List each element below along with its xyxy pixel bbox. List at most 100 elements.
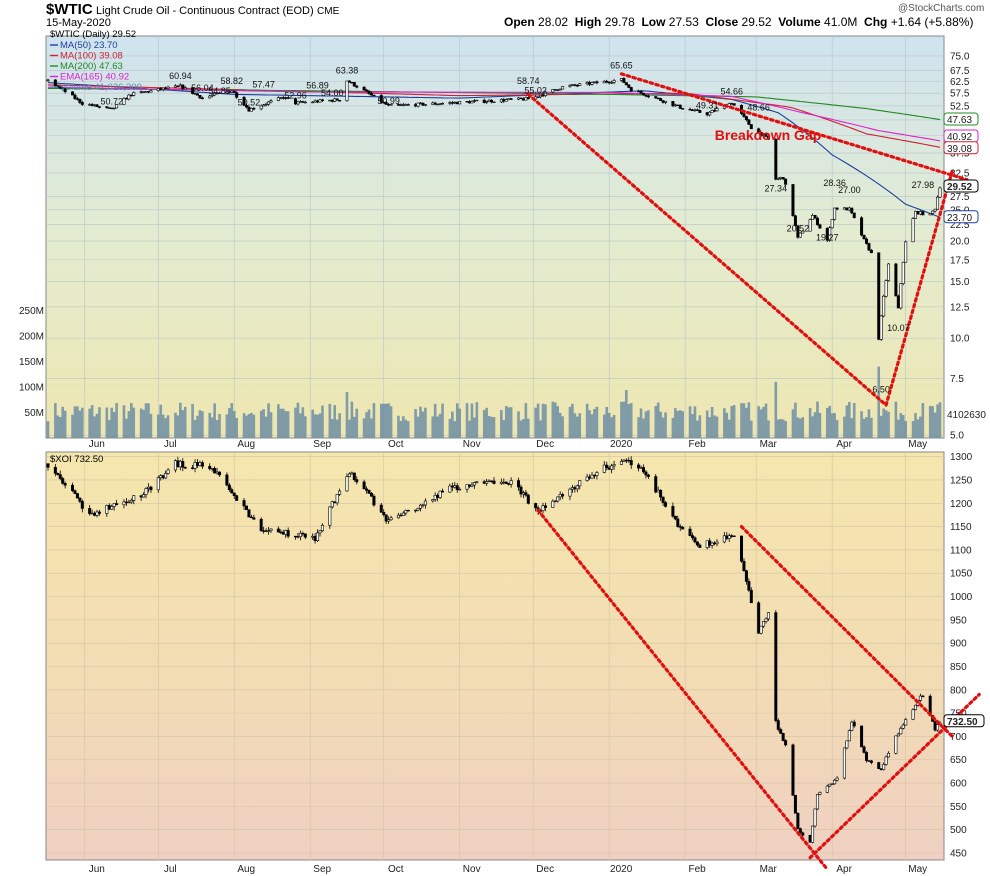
- volume-bar: [228, 408, 231, 438]
- xoi-y-tick-label: 950: [950, 615, 967, 626]
- wtic-trend-line-up: [884, 169, 954, 407]
- xoi-y-tick-label: 1200: [950, 499, 973, 510]
- wtic-candle: [811, 215, 815, 221]
- xoi-candle: [149, 486, 153, 491]
- xoi-candle: [901, 724, 905, 729]
- xoi-price-tag: 732.50: [947, 717, 978, 728]
- volume-bar: [191, 403, 194, 438]
- wtic-y-tick-label: 52.5: [950, 101, 970, 112]
- volume-bar: [215, 420, 219, 438]
- xoi-candle: [791, 744, 795, 796]
- volume-bar: [208, 412, 212, 438]
- xoi-candle: [521, 492, 525, 495]
- xoi-x-tick-label: May: [908, 864, 927, 875]
- xoi-candle: [918, 695, 922, 701]
- xoi-candle: [267, 530, 271, 532]
- volume-bar: [196, 415, 199, 438]
- wtic-x-tick-label: Apr: [836, 439, 852, 450]
- volume-bar: [629, 403, 633, 438]
- wtic-candle: [536, 96, 540, 98]
- wtic-candle: [149, 90, 153, 93]
- volume-bar: [414, 409, 417, 438]
- xoi-candle: [629, 460, 633, 466]
- wtic-x-tick-label: Sep: [313, 439, 331, 450]
- xoi-candle: [784, 740, 788, 746]
- xoi-candle: [585, 476, 589, 481]
- volume-bar: [916, 419, 920, 438]
- xoi-candle: [379, 504, 383, 513]
- volume-bar: [98, 407, 101, 438]
- price-annotation: 54.85: [208, 86, 231, 96]
- xoi-candle: [588, 476, 592, 479]
- volume-bar: [931, 406, 934, 438]
- volume-bar: [759, 409, 763, 438]
- xoi-candle: [399, 514, 403, 517]
- xoi-candle: [110, 506, 114, 510]
- volume-bar: [286, 411, 290, 438]
- xoi-y-tick-label: 650: [950, 755, 967, 766]
- change-value: +1.64 (+5.88%): [890, 15, 974, 29]
- xoi-candle: [622, 459, 626, 462]
- xoi-candle: [450, 485, 454, 488]
- xoi-candle: [830, 783, 834, 785]
- volume-bar: [367, 409, 371, 438]
- volume-bar: [453, 421, 457, 438]
- xoi-candle: [725, 535, 729, 539]
- volume-bar: [500, 410, 503, 438]
- xoi-candle: [715, 541, 719, 545]
- volume-bar: [370, 418, 373, 438]
- xoi-candle: [404, 510, 408, 514]
- xoi-candle: [913, 704, 917, 711]
- xoi-candle: [90, 512, 94, 515]
- volume-bar: [556, 406, 560, 438]
- xoi-candle: [166, 469, 170, 474]
- wtic-candle: [749, 124, 753, 130]
- wtic-candle: [884, 280, 888, 297]
- volume-bar: [904, 421, 907, 438]
- volume-bar: [899, 413, 903, 438]
- xoi-y-tick-label: 450: [950, 849, 967, 860]
- xoi-candle: [433, 495, 437, 500]
- volume-bar: [353, 416, 356, 438]
- wtic-x-tick-label: Feb: [689, 439, 707, 450]
- wtic-candle: [347, 80, 351, 83]
- volume-bar: [404, 419, 408, 438]
- volume-bar: [585, 403, 589, 438]
- volume-bar: [698, 415, 702, 438]
- volume-bar: [475, 402, 479, 438]
- xoi-candle: [742, 560, 746, 572]
- price-annotation: 50.99: [377, 96, 400, 106]
- volume-bar: [747, 402, 751, 438]
- wtic-candle: [88, 104, 92, 106]
- wtic-candle: [262, 104, 266, 107]
- volume-bar: [61, 406, 65, 438]
- wtic-candle: [776, 178, 780, 180]
- volume-bar: [232, 411, 236, 438]
- volume-bar: [115, 403, 118, 438]
- wtic-candle: [627, 84, 631, 88]
- volume-bar: [539, 420, 542, 438]
- volume-bar: [852, 402, 856, 438]
- xoi-y-tick-label: 600: [950, 779, 967, 790]
- wtic-x-tick-label: Jul: [164, 439, 177, 450]
- wtic-candle: [715, 108, 719, 112]
- wtic-candle: [673, 104, 677, 107]
- xoi-candle: [864, 752, 868, 761]
- wtic-candle: [355, 85, 359, 88]
- price-annotation: 50.72: [100, 97, 123, 107]
- xoi-candle: [774, 612, 778, 721]
- xoi-candle: [671, 506, 675, 517]
- wtic-candle: [678, 104, 682, 109]
- volume-bar: [76, 406, 79, 438]
- wtic-candle: [882, 295, 886, 317]
- wtic-candle: [276, 97, 280, 101]
- ma-line: [47, 82, 941, 218]
- xoi-candle: [146, 486, 150, 489]
- wtic-candle: [63, 88, 67, 93]
- volume-bar: [132, 407, 136, 438]
- xoi-y-tick-label: 1150: [950, 522, 972, 533]
- wtic-x-tick-label: Nov: [463, 439, 481, 450]
- volume-bar: [573, 413, 577, 438]
- xoi-candle: [286, 530, 290, 537]
